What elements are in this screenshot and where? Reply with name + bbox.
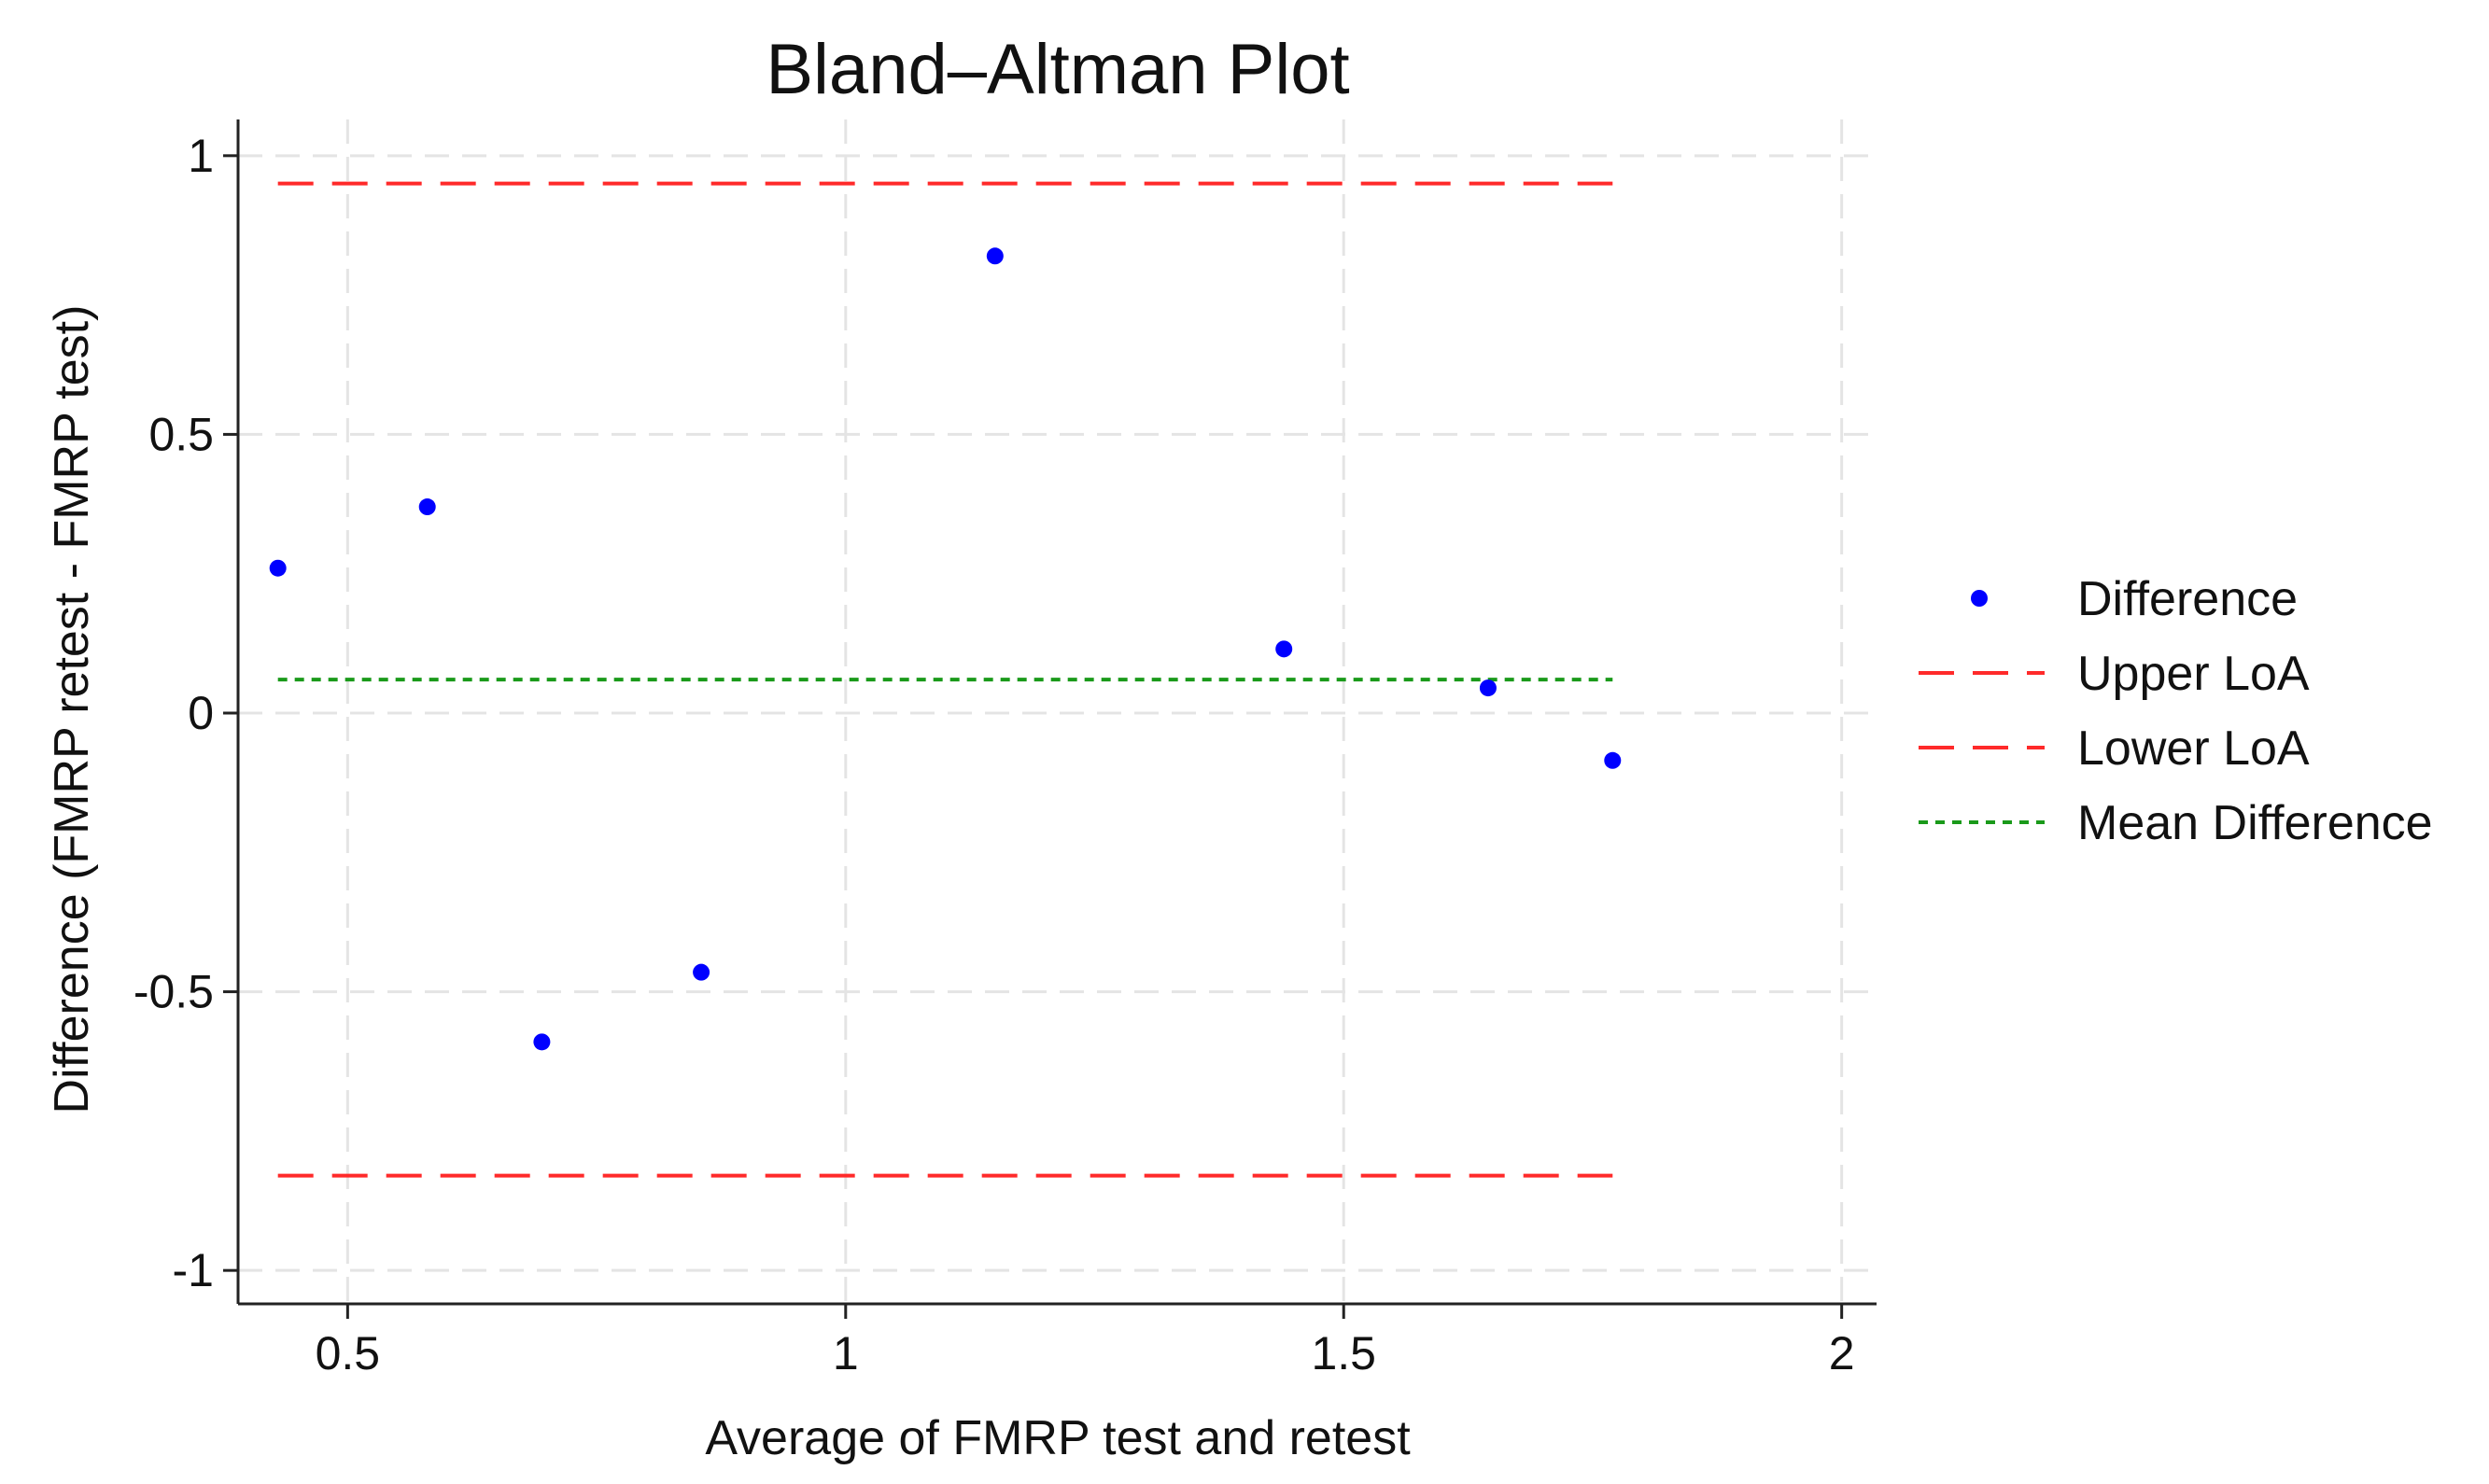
data-point — [269, 559, 287, 577]
data-point — [693, 963, 710, 981]
reference-lines — [277, 181, 1613, 1178]
grid — [238, 119, 1877, 1304]
y-tick-label: 0 — [188, 687, 214, 739]
axes: 0.5 1 1.5 2 -1 -0.5 0 0.5 1 — [134, 119, 1877, 1379]
data-point — [533, 1033, 551, 1051]
x-tick-label: 0.5 — [316, 1327, 381, 1379]
x-axis-title: Average of FMRP test and retest — [705, 1411, 1411, 1465]
legend-label-lower-loa: Lower LoA — [2077, 721, 2310, 776]
legend-label-difference: Difference — [2077, 572, 2298, 626]
x-tick-label: 2 — [1829, 1327, 1855, 1379]
x-tick-label: 1.5 — [1311, 1327, 1376, 1379]
data-point — [1275, 640, 1293, 658]
data-points — [269, 247, 1622, 1051]
data-point — [1604, 751, 1622, 769]
x-tick-label: 1 — [833, 1327, 859, 1379]
data-point — [418, 498, 436, 516]
data-point — [1479, 679, 1497, 697]
legend-label-upper-loa: Upper LoA — [2077, 647, 2310, 701]
y-tick-label: -0.5 — [134, 966, 214, 1018]
legend: Difference Upper LoA Lower LoA Mean Differe… — [1919, 572, 2433, 850]
y-tick-label: -1 — [173, 1244, 214, 1296]
legend-label-mean-difference: Mean Difference — [2077, 796, 2433, 850]
y-tick-label: 1 — [188, 130, 214, 182]
chart-title: Bland–Altman Plot — [766, 30, 1349, 109]
y-axis-title: Difference (FMRP retest - FMRP test) — [45, 305, 99, 1114]
data-point — [986, 247, 1004, 265]
legend-marker-difference — [1971, 590, 1988, 607]
y-tick-label: 0.5 — [148, 408, 214, 460]
